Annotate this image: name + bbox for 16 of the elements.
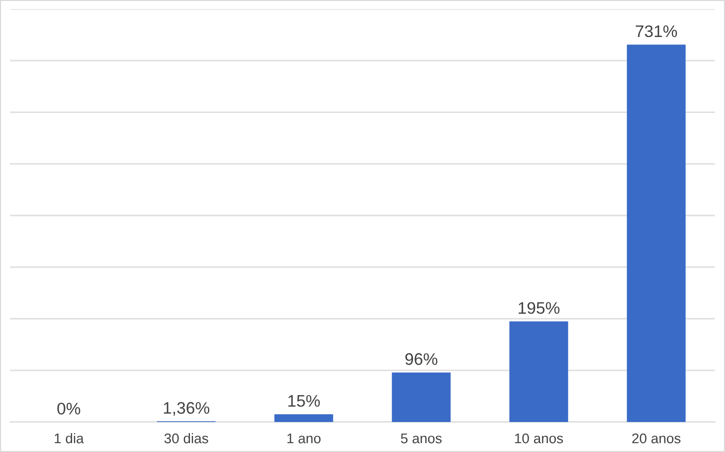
data-label: 96% xyxy=(405,353,438,365)
bar xyxy=(274,414,334,422)
x-tick-label: 30 dias xyxy=(164,433,208,444)
bar xyxy=(392,372,451,422)
x-tick-label: 1 dia xyxy=(54,433,84,444)
data-label: 195% xyxy=(518,302,560,314)
data-label: 0% xyxy=(57,402,80,415)
bar xyxy=(509,321,568,422)
x-tick-label: 1 ano xyxy=(287,434,321,444)
data-label: 731% xyxy=(636,25,677,38)
x-tick-label: 20 anos xyxy=(632,433,680,444)
x-tick-label: 10 anos xyxy=(515,433,563,444)
bar xyxy=(626,44,686,422)
x-tick-label: 5 anos xyxy=(400,434,442,444)
data-label: 15% xyxy=(288,395,320,407)
data-label: 1,36% xyxy=(164,402,210,416)
